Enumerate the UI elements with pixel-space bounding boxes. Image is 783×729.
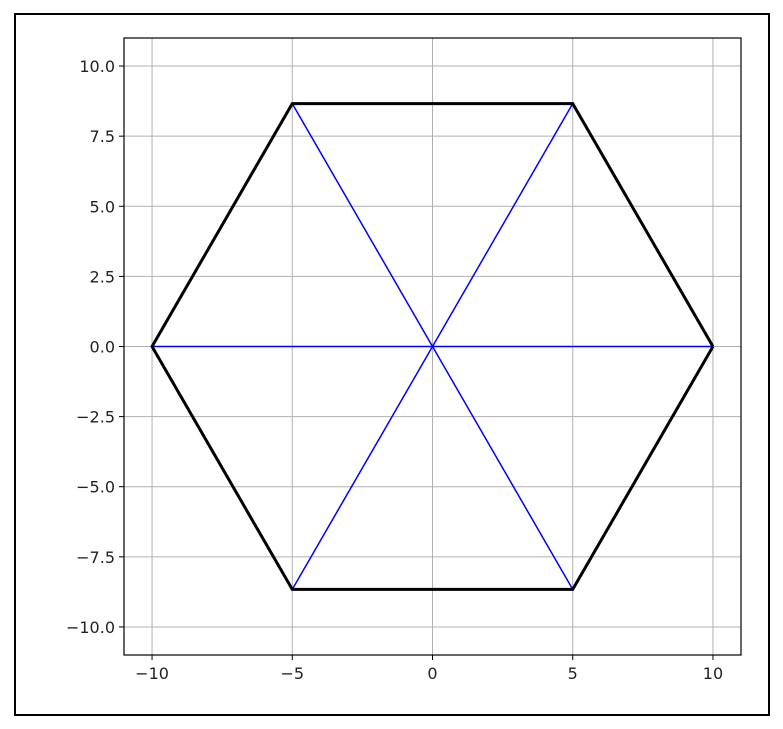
y-tick-label: 0.0 xyxy=(90,338,115,357)
y-tick-label: −7.5 xyxy=(76,548,115,567)
y-tick-label: 5.0 xyxy=(90,197,115,216)
y-tick-label: −10.0 xyxy=(66,618,115,637)
hexagon-outline xyxy=(150,102,715,591)
figure-frame xyxy=(14,13,770,716)
y-tick-label: 2.5 xyxy=(90,267,115,286)
x-tick-label: 0 xyxy=(427,664,437,683)
axes-frame xyxy=(123,37,742,656)
y-tick-label: −5.0 xyxy=(76,478,115,497)
x-tick-label: 5 xyxy=(568,664,578,683)
y-tick-label: −2.5 xyxy=(76,408,115,427)
x-tick-label: 10 xyxy=(703,664,723,683)
y-tick-label: 7.5 xyxy=(90,127,115,146)
y-tick-label: 10.0 xyxy=(79,57,115,76)
x-tick-label: −10 xyxy=(135,664,169,683)
diagonal-line xyxy=(291,103,574,590)
x-tick-label: −5 xyxy=(280,664,304,683)
